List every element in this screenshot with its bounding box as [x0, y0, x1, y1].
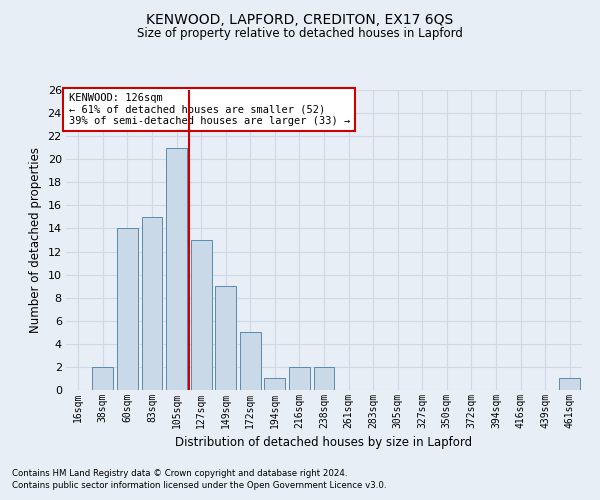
Bar: [289, 367, 310, 390]
Bar: [240, 332, 261, 390]
Y-axis label: Number of detached properties: Number of detached properties: [29, 147, 42, 333]
Text: Size of property relative to detached houses in Lapford: Size of property relative to detached ho…: [137, 28, 463, 40]
Bar: [314, 367, 334, 390]
Bar: [265, 378, 286, 390]
Bar: [191, 240, 212, 390]
Bar: [559, 378, 580, 390]
Bar: [215, 286, 236, 390]
Text: Contains public sector information licensed under the Open Government Licence v3: Contains public sector information licen…: [12, 481, 386, 490]
Bar: [92, 367, 113, 390]
Bar: [117, 228, 138, 390]
Text: Contains HM Land Registry data © Crown copyright and database right 2024.: Contains HM Land Registry data © Crown c…: [12, 468, 347, 477]
X-axis label: Distribution of detached houses by size in Lapford: Distribution of detached houses by size …: [175, 436, 473, 450]
Bar: [142, 217, 163, 390]
Text: KENWOOD, LAPFORD, CREDITON, EX17 6QS: KENWOOD, LAPFORD, CREDITON, EX17 6QS: [146, 12, 454, 26]
Bar: [166, 148, 187, 390]
Text: KENWOOD: 126sqm
← 61% of detached houses are smaller (52)
39% of semi-detached h: KENWOOD: 126sqm ← 61% of detached houses…: [68, 93, 350, 126]
